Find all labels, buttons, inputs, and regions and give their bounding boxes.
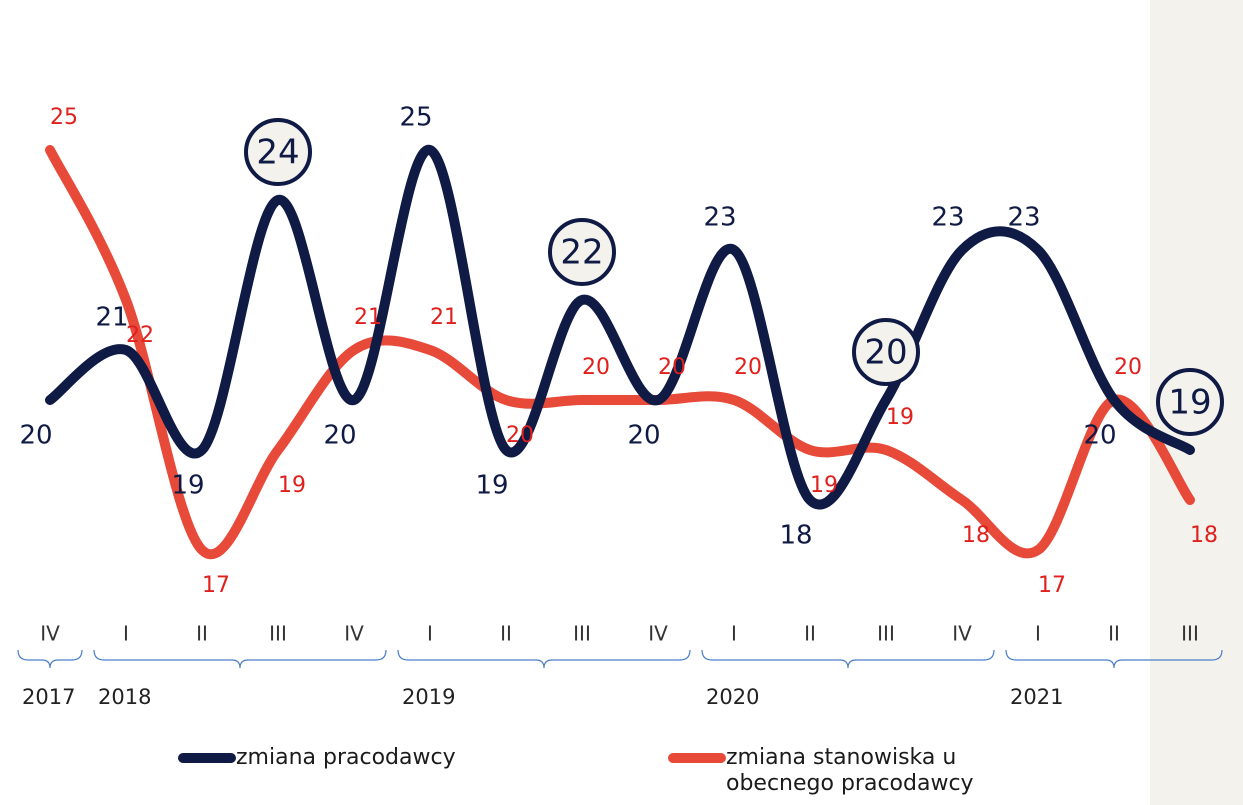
x-tick-label: I (1035, 622, 1041, 646)
data-label: 19 (475, 471, 508, 501)
highlight-label: 19 (1168, 383, 1211, 423)
highlight-label: 24 (256, 133, 299, 173)
x-tick-label: III (1181, 622, 1199, 646)
data-label: 21 (430, 305, 458, 330)
data-label: 18 (779, 521, 812, 551)
legend-item: zmiana stanowiska u obecnego pracodawcy (668, 745, 986, 797)
legend-swatch (668, 753, 726, 763)
year-brace (93, 649, 387, 669)
data-label: 20 (582, 355, 610, 380)
data-label: 18 (1190, 523, 1218, 548)
x-tick-label: III (573, 622, 591, 646)
x-tick-label: II (1108, 622, 1120, 646)
data-label: 18 (962, 523, 990, 548)
data-label: 20 (1083, 421, 1116, 451)
data-label: 20 (627, 421, 660, 451)
series-line (45, 145, 1195, 510)
legend-item: zmiana pracodawcy (178, 745, 456, 771)
x-tick-label: III (877, 622, 895, 646)
year-brace (1005, 649, 1223, 669)
year-brace (701, 649, 995, 669)
highlight-circle (548, 218, 616, 286)
data-label: 17 (202, 573, 230, 598)
highlight-label: 20 (864, 333, 907, 373)
legend-label: zmiana pracodawcy (236, 745, 456, 770)
data-label: 20 (734, 355, 762, 380)
data-label: 23 (931, 203, 964, 233)
year-label: 2021 (1010, 685, 1063, 709)
data-label: 22 (126, 323, 154, 348)
year-label: 2019 (402, 685, 455, 709)
x-tick-label: II (500, 622, 512, 646)
year-label: 2017 (22, 685, 75, 709)
data-label: 17 (1038, 573, 1066, 598)
highlight-circle (244, 118, 312, 186)
data-label: 25 (399, 103, 432, 133)
year-brace (397, 649, 691, 669)
data-label: 19 (810, 473, 838, 498)
data-label: 25 (50, 105, 78, 130)
data-label: 23 (1007, 203, 1040, 233)
data-label: 20 (1114, 355, 1142, 380)
data-label: 19 (886, 405, 914, 430)
highlight-label: 22 (560, 233, 603, 273)
data-label: 20 (506, 423, 534, 448)
data-label: 19 (278, 473, 306, 498)
x-tick-label: IV (40, 622, 60, 646)
x-tick-label: II (804, 622, 816, 646)
year-brace (17, 649, 83, 669)
legend-label: zmiana stanowiska u obecnego pracodawcy (726, 745, 974, 796)
data-label: 19 (171, 471, 204, 501)
year-label: 2020 (706, 685, 759, 709)
highlight-circle (852, 318, 920, 386)
data-label: 20 (323, 421, 356, 451)
data-label: 21 (354, 305, 382, 330)
data-label: 20 (19, 421, 52, 451)
data-label: 20 (658, 355, 686, 380)
year-label: 2018 (98, 685, 151, 709)
x-tick-label: I (427, 622, 433, 646)
x-tick-label: III (269, 622, 287, 646)
x-tick-label: IV (952, 622, 972, 646)
x-tick-label: II (196, 622, 208, 646)
x-tick-label: IV (648, 622, 668, 646)
legend-swatch (178, 753, 236, 763)
data-label: 23 (703, 203, 736, 233)
x-tick-label: IV (344, 622, 364, 646)
x-tick-label: I (123, 622, 129, 646)
highlight-circle (1156, 368, 1224, 436)
data-label: 21 (95, 303, 128, 333)
series-line (45, 145, 1195, 560)
x-tick-label: I (731, 622, 737, 646)
